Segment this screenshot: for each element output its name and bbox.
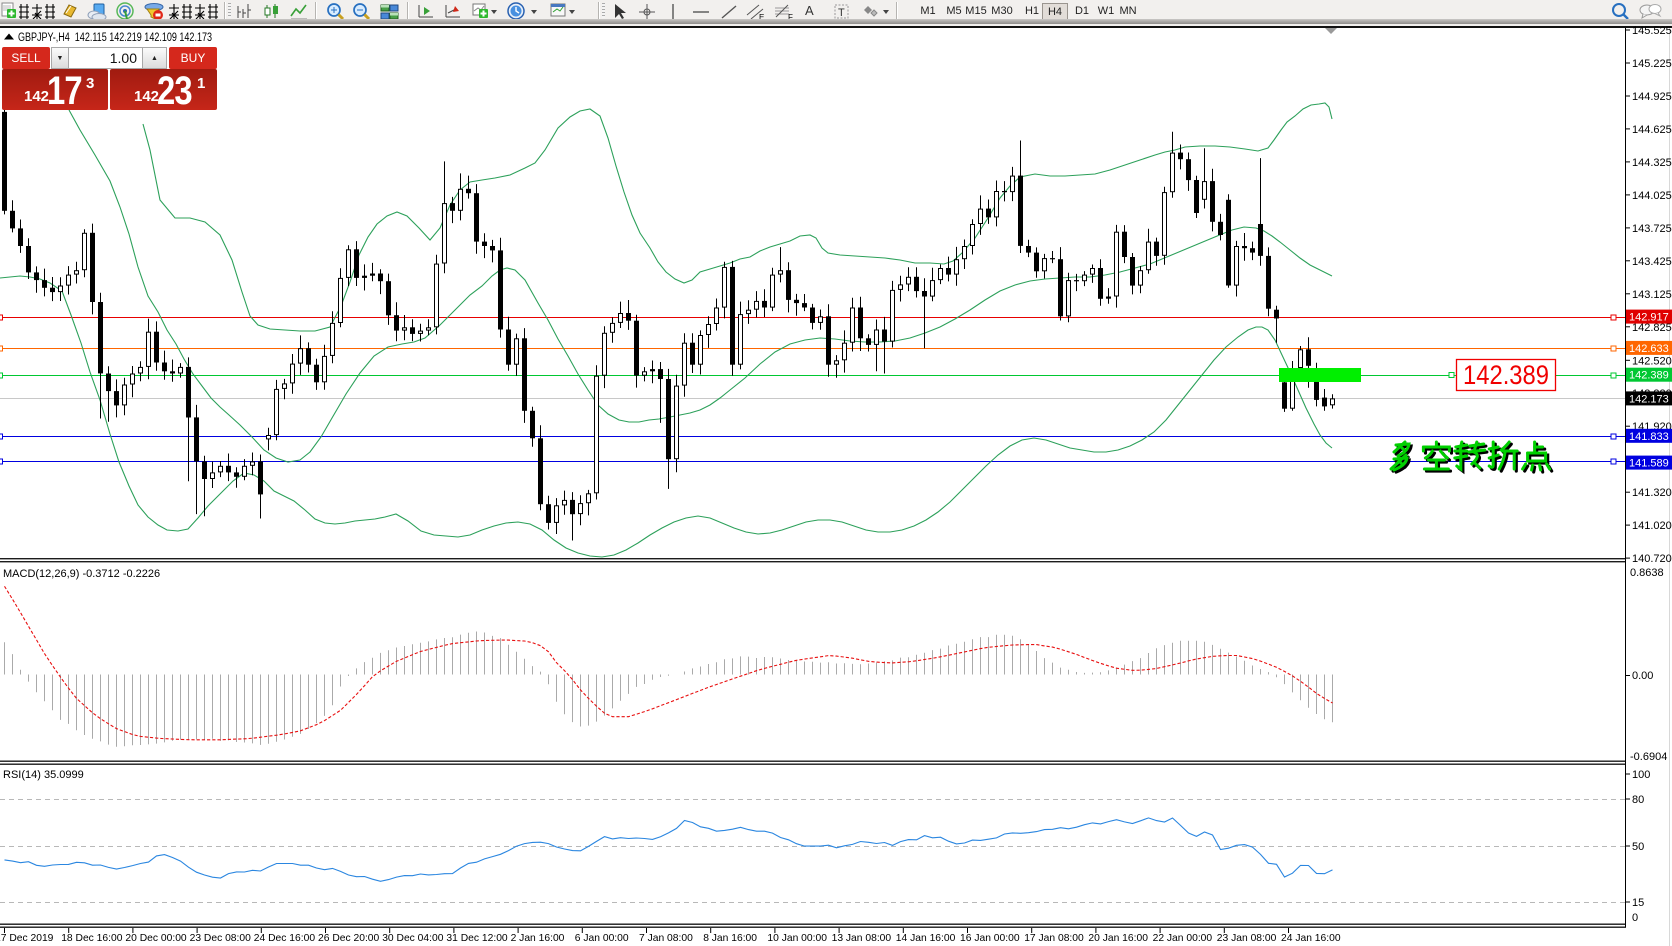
- svg-text:RSI(14) 35.0999: RSI(14) 35.0999: [3, 769, 84, 781]
- svg-text:7 Jan 08:00: 7 Jan 08:00: [639, 933, 693, 944]
- svg-text:143.125: 143.125: [1632, 289, 1672, 301]
- svg-text:13 Jan 08:00: 13 Jan 08:00: [832, 933, 892, 944]
- svg-text:17 Jan 08:00: 17 Jan 08:00: [1024, 933, 1084, 944]
- svg-text:140.720: 140.720: [1632, 553, 1672, 565]
- svg-text:141.833: 141.833: [1629, 431, 1669, 443]
- svg-text:0.00: 0.00: [1632, 670, 1653, 682]
- svg-text:E: E: [759, 13, 764, 22]
- svg-text:100: 100: [1632, 769, 1650, 781]
- svg-text:18 Dec 16:00: 18 Dec 16:00: [61, 933, 123, 944]
- svg-text:142.520: 142.520: [1632, 355, 1672, 367]
- svg-text:50: 50: [1632, 841, 1644, 853]
- svg-text:23 Dec 08:00: 23 Dec 08:00: [190, 933, 252, 944]
- svg-text:6 Jan 00:00: 6 Jan 00:00: [575, 933, 629, 944]
- svg-text:GBPJPY-,H4 142.115 142.219 14: GBPJPY-,H4 142.115 142.219 142.109 142.1…: [18, 32, 212, 44]
- svg-text:141.020: 141.020: [1632, 520, 1672, 532]
- svg-text:142.917: 142.917: [1629, 312, 1669, 324]
- svg-text:141.320: 141.320: [1632, 487, 1672, 499]
- svg-text:F: F: [788, 13, 793, 22]
- svg-text:141.589: 141.589: [1629, 458, 1669, 470]
- svg-text:14 Jan 16:00: 14 Jan 16:00: [896, 933, 956, 944]
- svg-text:143.725: 143.725: [1632, 223, 1672, 235]
- svg-text:142.633: 142.633: [1629, 343, 1669, 355]
- svg-text:144.925: 144.925: [1632, 91, 1672, 103]
- svg-text:142.389: 142.389: [1463, 360, 1549, 390]
- svg-text:144.625: 144.625: [1632, 124, 1672, 136]
- svg-text:17 Dec 2019: 17 Dec 2019: [0, 933, 54, 944]
- svg-text:MACD(12,26,9) -0.3712 -0.2226: MACD(12,26,9) -0.3712 -0.2226: [3, 568, 160, 580]
- svg-text:8 Jan 16:00: 8 Jan 16:00: [703, 933, 757, 944]
- svg-text:144.025: 144.025: [1632, 190, 1672, 202]
- svg-text:30 Dec 04:00: 30 Dec 04:00: [382, 933, 444, 944]
- svg-text:20 Dec 00:00: 20 Dec 00:00: [125, 933, 187, 944]
- svg-text:80: 80: [1632, 794, 1644, 806]
- svg-text:23 Jan 08:00: 23 Jan 08:00: [1217, 933, 1277, 944]
- svg-text:26 Dec 20:00: 26 Dec 20:00: [318, 933, 380, 944]
- svg-text:2 Jan 16:00: 2 Jan 16:00: [511, 933, 565, 944]
- svg-text:24 Dec 16:00: 24 Dec 16:00: [254, 933, 316, 944]
- svg-text:15: 15: [1632, 897, 1644, 909]
- svg-text:31 Dec 12:00: 31 Dec 12:00: [446, 933, 508, 944]
- svg-text:10 Jan 00:00: 10 Jan 00:00: [767, 933, 827, 944]
- svg-text:22 Jan 00:00: 22 Jan 00:00: [1153, 933, 1213, 944]
- svg-text:-0.6904: -0.6904: [1630, 751, 1667, 763]
- svg-text:0: 0: [1632, 912, 1638, 924]
- svg-text:0.8638: 0.8638: [1630, 567, 1664, 579]
- svg-text:T: T: [838, 7, 845, 19]
- svg-text:142.389: 142.389: [1629, 370, 1669, 382]
- svg-text:145.525: 145.525: [1632, 25, 1672, 37]
- svg-text:20 Jan 16:00: 20 Jan 16:00: [1088, 933, 1148, 944]
- svg-text:143.425: 143.425: [1632, 256, 1672, 268]
- svg-text:24 Jan 16:00: 24 Jan 16:00: [1281, 933, 1341, 944]
- svg-text:16 Jan 00:00: 16 Jan 00:00: [960, 933, 1020, 944]
- svg-text:142.173: 142.173: [1629, 393, 1669, 405]
- svg-text:145.225: 145.225: [1632, 58, 1672, 70]
- svg-text:142.825: 142.825: [1632, 322, 1672, 334]
- svg-text:144.325: 144.325: [1632, 157, 1672, 169]
